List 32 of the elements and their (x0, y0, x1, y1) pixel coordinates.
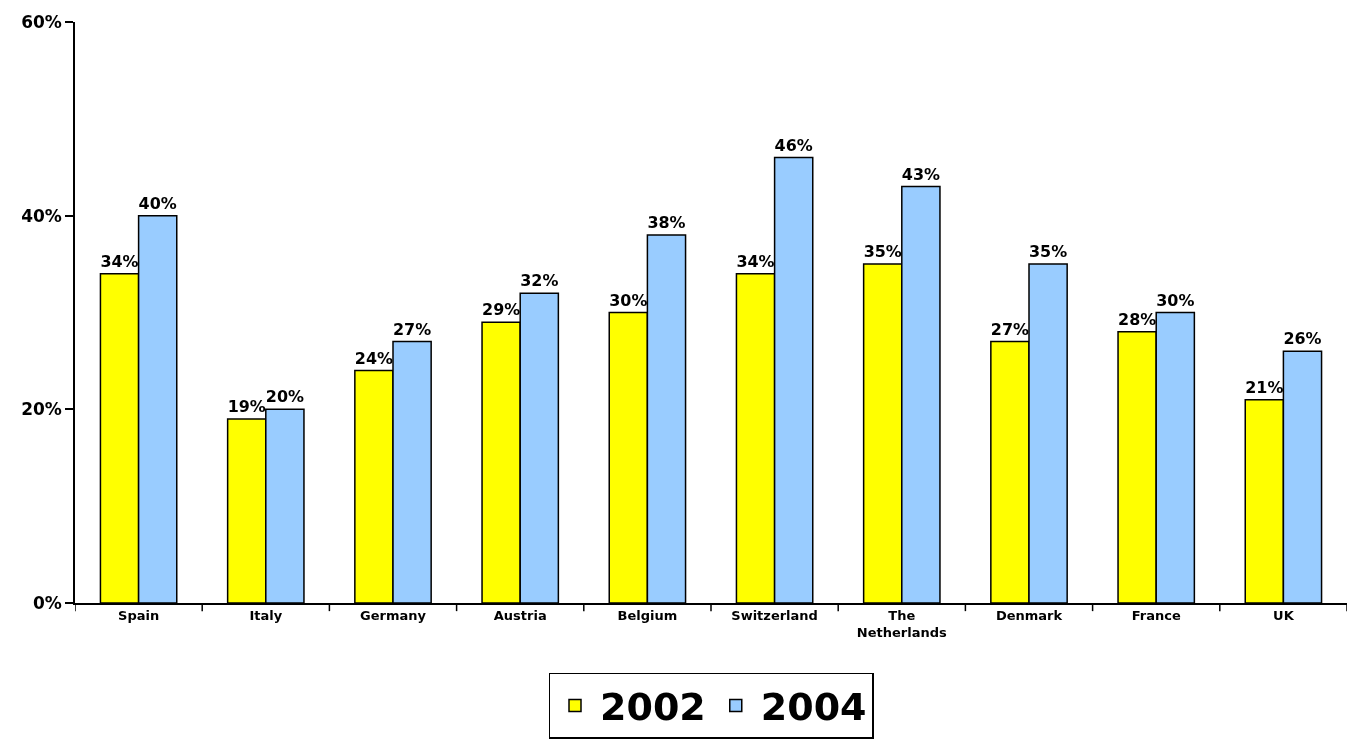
data-label: 21% (1245, 377, 1284, 397)
x-tick-label: Germany (360, 608, 427, 624)
data-label: 35% (863, 242, 902, 262)
data-label: 27% (393, 319, 432, 339)
data-label: 38% (647, 213, 686, 233)
y-tick-label: 40% (21, 205, 62, 226)
data-label: 32% (520, 271, 559, 291)
x-tick-label: France (1131, 608, 1181, 624)
x-tick-label: Belgium (617, 608, 678, 624)
data-label: 46% (774, 135, 813, 155)
y-tick-label: 20% (21, 399, 62, 420)
y-tick-label: 60% (21, 11, 62, 32)
data-label: 19% (227, 397, 266, 417)
data-label: 20% (265, 387, 304, 407)
data-label: 34% (736, 251, 775, 271)
data-label: 30% (1156, 290, 1195, 310)
y-tick-label: 0% (32, 592, 62, 613)
data-label: 40% (138, 193, 177, 213)
legend-label: 2004 (760, 685, 867, 730)
data-label: 34% (100, 251, 139, 271)
x-tick-label: Denmark (995, 608, 1063, 624)
data-label: 26% (1283, 329, 1322, 349)
x-tick-label: Austria (493, 608, 547, 624)
x-tick-label: UK (1273, 608, 1295, 624)
x-tick-label: Spain (118, 608, 160, 624)
legend-label: 2002 (600, 685, 706, 730)
data-label: 43% (901, 164, 940, 184)
x-tick-label: Italy (249, 608, 283, 624)
data-label: 35% (1029, 242, 1068, 262)
data-label: 30% (609, 290, 648, 310)
x-tick-label: The Netherlands (856, 608, 948, 641)
x-tick-label: Switzerland (731, 608, 818, 624)
